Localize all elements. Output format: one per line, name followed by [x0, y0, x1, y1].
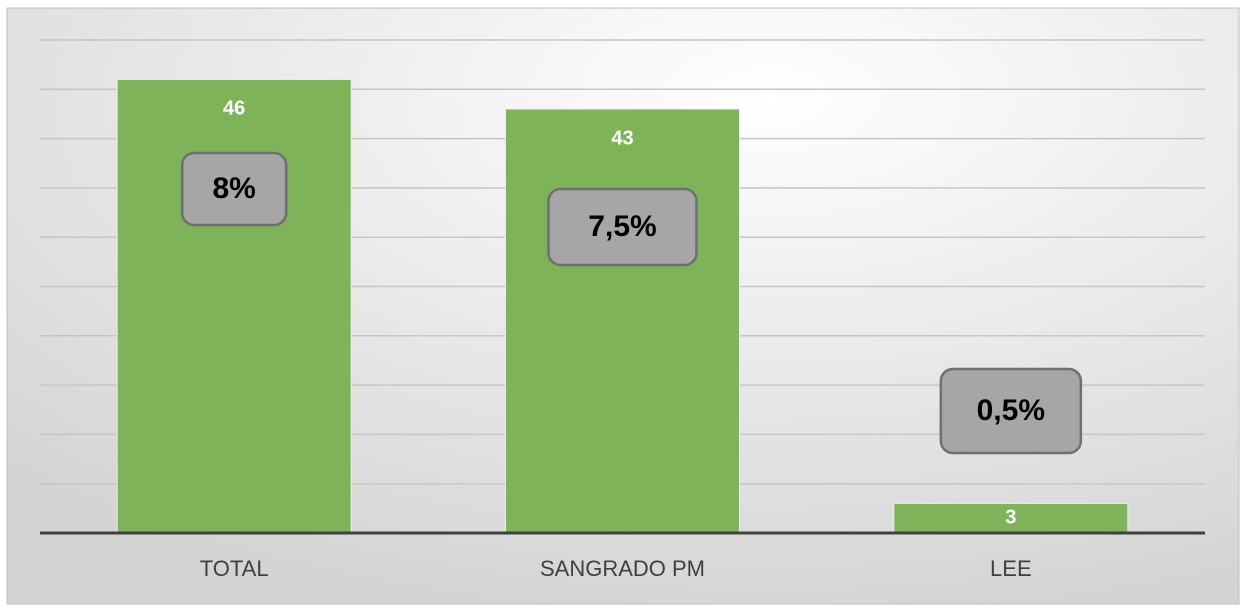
bar [116, 78, 352, 534]
x-tick-label: LEE [990, 556, 1032, 581]
annotation-box [939, 367, 1083, 455]
data-label: 3 [1005, 506, 1016, 528]
annotation-box [547, 187, 698, 267]
x-tick-label: SANGRADO PM [540, 556, 705, 581]
data-label: 46 [223, 98, 245, 120]
annotation: 8% [212, 172, 255, 205]
annotation-box [180, 151, 288, 227]
annotation: 0,5% [977, 394, 1045, 427]
data-label: 43 [611, 127, 633, 149]
annotation: 7,5% [588, 210, 656, 243]
bar [505, 108, 740, 534]
bar [893, 502, 1129, 534]
x-tick-label: TOTAL [200, 556, 269, 581]
